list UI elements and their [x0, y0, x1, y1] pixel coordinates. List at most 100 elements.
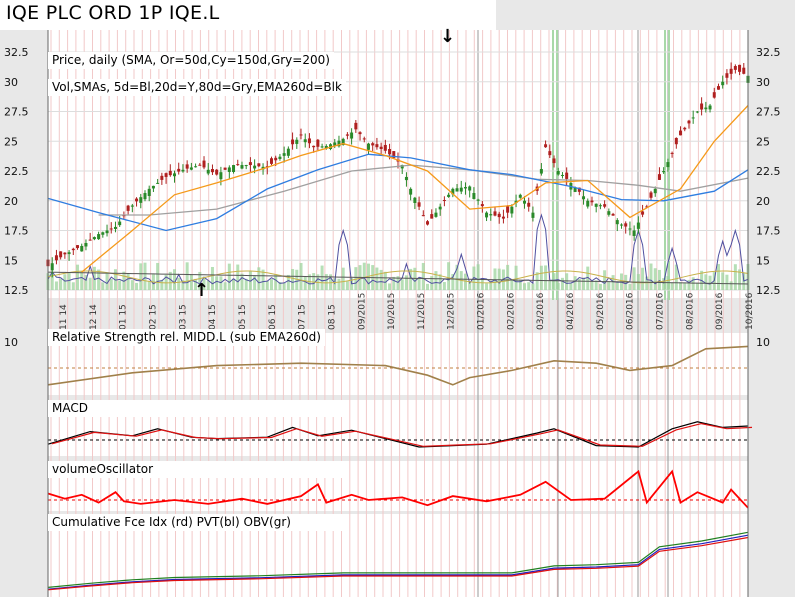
volume-bar [189, 274, 193, 290]
candle-body [611, 213, 615, 216]
volume-bar [421, 262, 425, 290]
x-tick: 11/2015 [417, 293, 427, 330]
sma200-line [98, 164, 749, 216]
y-tick-left: 15 [4, 254, 18, 267]
volume-bar [468, 281, 472, 290]
x-tick: 08 15 [327, 304, 337, 330]
volume-bar [476, 264, 480, 290]
candle-body [59, 251, 63, 258]
x-tick: 04 15 [208, 304, 218, 330]
volume-bar [147, 281, 151, 290]
volume-bar [683, 282, 687, 290]
candle-body [320, 146, 324, 148]
candle-body [173, 173, 177, 177]
volume-bar [733, 264, 737, 290]
volume-bar [320, 265, 324, 290]
volume-bar [329, 274, 333, 290]
x-tick: 12/2015 [447, 293, 457, 330]
volume-bar [447, 262, 451, 290]
volume-bar [160, 279, 164, 290]
volume-bar [649, 263, 653, 290]
candle-body [362, 138, 366, 140]
candle-body [257, 163, 261, 167]
candle-body [497, 213, 501, 218]
candle-body [531, 212, 535, 218]
x-tick: 01 15 [119, 304, 129, 330]
volume-bar [265, 281, 269, 290]
x-tick: 07 15 [298, 304, 308, 330]
pvt-line [47, 534, 749, 590]
x-tick: 02 15 [148, 304, 158, 330]
candle-body [544, 144, 548, 148]
candle-body [400, 165, 404, 169]
volume-bar [143, 262, 147, 290]
volume-bar [434, 271, 438, 290]
candle-body [442, 199, 446, 201]
candle-body [455, 188, 459, 192]
candle-body [63, 252, 67, 255]
candle-body [409, 188, 413, 195]
volume-bar [185, 262, 189, 290]
volume-bar [54, 281, 58, 290]
volume-bar [721, 272, 725, 290]
volume-bar [598, 283, 602, 290]
volume-bar [164, 274, 168, 290]
volume-bar [240, 273, 244, 290]
candle-body [333, 142, 337, 146]
volume-bar [725, 274, 729, 290]
volume-bar [400, 279, 404, 290]
volume-bar [291, 269, 295, 290]
candle-body [733, 66, 737, 70]
candle-body [539, 169, 543, 174]
candle-body [324, 146, 328, 149]
volume-bar [206, 280, 210, 290]
candle-body [421, 215, 425, 217]
candle-body [316, 139, 320, 147]
candle-body [468, 186, 472, 191]
y-tick-left: 22.5 [4, 165, 29, 178]
candle-body [480, 204, 484, 207]
volume-bar [177, 277, 181, 290]
x-tick: 03 15 [178, 304, 188, 330]
volume-bar [662, 278, 666, 290]
candle-body [628, 228, 632, 230]
y-tick-right: 27.5 [756, 106, 781, 119]
macd-signal-line [51, 422, 753, 447]
fce-line [47, 536, 749, 591]
candle-body [240, 165, 244, 169]
candle-body [189, 167, 193, 170]
candle-body [278, 156, 282, 159]
volume-bar [691, 277, 695, 290]
volume-bar [704, 274, 708, 290]
volume-bar [210, 266, 214, 290]
candle-body [282, 153, 286, 156]
volume-bar [261, 269, 265, 290]
candle-body [687, 120, 691, 124]
candle-body [493, 211, 497, 216]
volume-bar [50, 271, 54, 290]
candle-body [232, 165, 236, 172]
candle-body [438, 206, 442, 210]
candle-body [742, 67, 746, 74]
candle-body [649, 192, 653, 198]
y-tick-right: 12.5 [756, 284, 781, 297]
y-tick-right: 15 [756, 254, 770, 267]
candle-body [552, 158, 556, 164]
candle-body [210, 169, 214, 173]
candle-body [679, 130, 683, 136]
volume-bar [269, 279, 273, 290]
candle-body [84, 242, 88, 247]
volume-bar [139, 263, 143, 290]
candle-body [307, 138, 311, 144]
candle-body [476, 199, 480, 201]
x-tick: 02/2016 [506, 292, 516, 330]
vo-line [47, 469, 749, 509]
volume-bar [337, 278, 341, 290]
candle-body [426, 221, 430, 225]
volume-bar [396, 276, 400, 290]
volume-bar [248, 270, 252, 290]
candle-body [160, 175, 164, 180]
volume-bar [738, 269, 742, 290]
candle-body [417, 202, 421, 207]
candle-body [147, 188, 151, 196]
